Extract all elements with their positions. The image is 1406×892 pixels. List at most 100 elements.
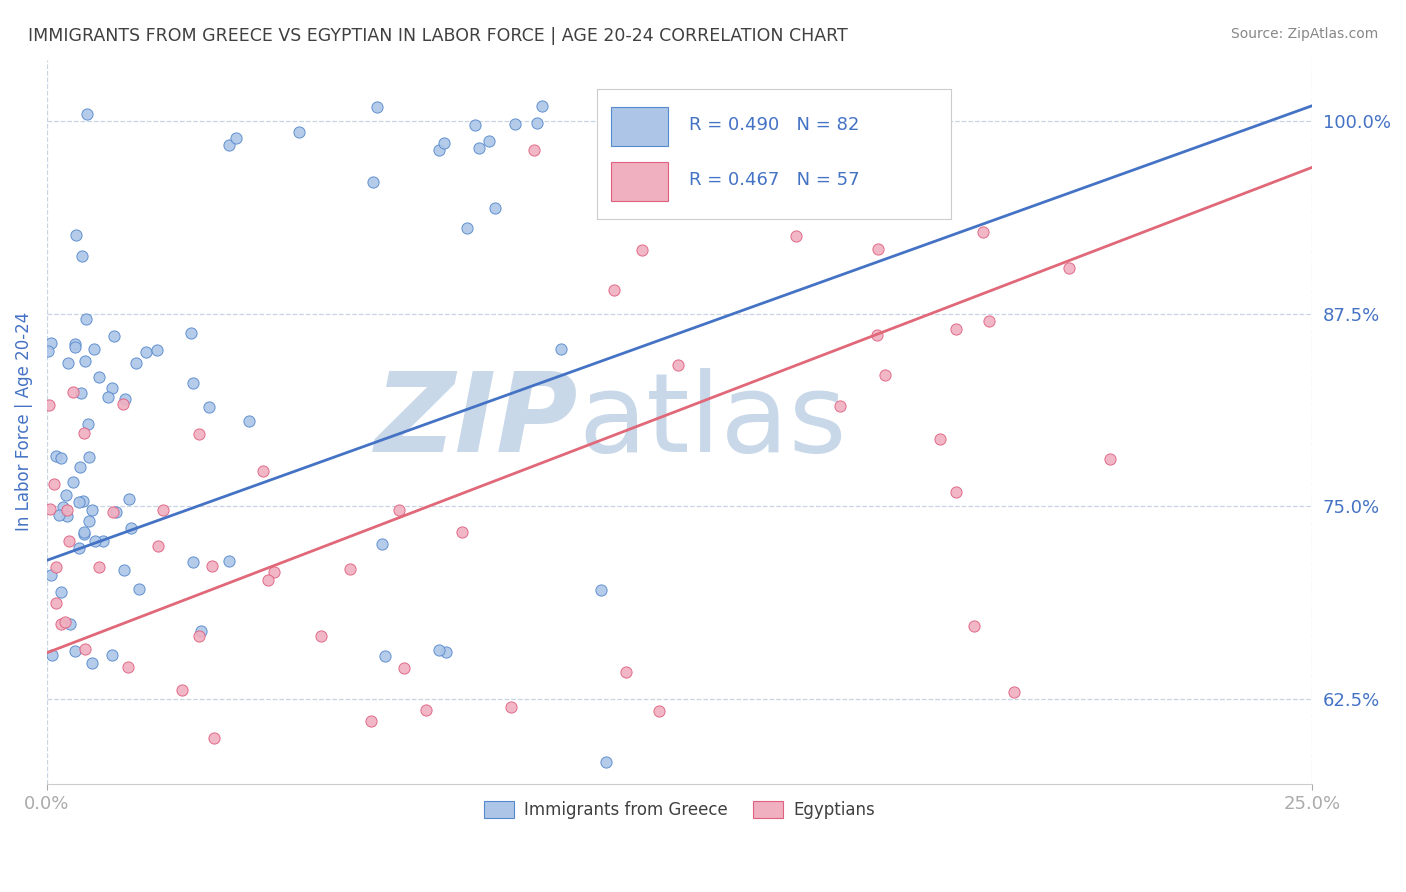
- Point: [613, 148, 636, 162]
- Point: [80, 656, 103, 670]
- Point: [868, 242, 890, 256]
- Point: [238, 414, 260, 428]
- Point: [187, 426, 209, 441]
- Point: [945, 484, 967, 499]
- Point: [526, 115, 548, 129]
- Point: [84, 533, 107, 548]
- Point: [80, 503, 103, 517]
- Point: [117, 659, 139, 673]
- Point: [311, 629, 333, 643]
- Point: [111, 397, 134, 411]
- Point: [114, 392, 136, 406]
- Point: [218, 138, 240, 153]
- Point: [55, 488, 77, 502]
- Point: [830, 399, 852, 413]
- Point: [76, 417, 98, 432]
- Point: [69, 459, 91, 474]
- Point: [45, 596, 67, 610]
- Point: [49, 450, 72, 465]
- Point: [44, 477, 66, 491]
- Point: [873, 99, 896, 113]
- Point: [75, 311, 97, 326]
- Point: [648, 704, 671, 718]
- Point: [366, 100, 388, 114]
- Point: [65, 228, 87, 243]
- Y-axis label: In Labor Force | Age 20-24: In Labor Force | Age 20-24: [15, 312, 32, 532]
- Point: [120, 521, 142, 535]
- Point: [118, 491, 141, 506]
- Point: [603, 283, 626, 297]
- Point: [72, 493, 94, 508]
- Point: [530, 99, 553, 113]
- Point: [76, 107, 98, 121]
- Point: [456, 221, 478, 235]
- Text: atlas: atlas: [578, 368, 846, 475]
- Point: [70, 249, 93, 263]
- Point: [427, 643, 450, 657]
- Point: [103, 329, 125, 343]
- Point: [101, 648, 124, 662]
- Point: [866, 327, 889, 342]
- Point: [434, 645, 457, 659]
- Point: [59, 617, 82, 632]
- Point: [77, 514, 100, 528]
- Text: Source: ZipAtlas.com: Source: ZipAtlas.com: [1230, 27, 1378, 41]
- Point: [45, 449, 67, 463]
- Point: [91, 533, 114, 548]
- Point: [263, 565, 285, 579]
- Point: [146, 539, 169, 553]
- Point: [591, 583, 613, 598]
- Point: [62, 475, 84, 489]
- Point: [53, 615, 76, 629]
- Point: [388, 503, 411, 517]
- Point: [55, 509, 77, 524]
- Point: [371, 537, 394, 551]
- Point: [666, 358, 689, 372]
- Point: [187, 630, 209, 644]
- Point: [37, 343, 59, 358]
- Point: [190, 624, 212, 638]
- Point: [785, 229, 807, 244]
- Point: [69, 386, 91, 401]
- Point: [67, 541, 90, 555]
- Point: [58, 533, 80, 548]
- Point: [873, 368, 896, 382]
- Point: [39, 336, 62, 351]
- Text: ZIP: ZIP: [374, 368, 578, 475]
- Point: [638, 130, 661, 145]
- Legend: Immigrants from Greece, Egyptians: Immigrants from Greece, Egyptians: [478, 795, 882, 826]
- Point: [427, 143, 450, 157]
- Point: [503, 118, 526, 132]
- Point: [450, 525, 472, 540]
- Point: [550, 342, 572, 356]
- Point: [75, 642, 97, 657]
- Point: [198, 400, 221, 414]
- Point: [63, 340, 86, 354]
- Point: [73, 426, 96, 441]
- Point: [104, 505, 127, 519]
- Point: [77, 450, 100, 464]
- Point: [595, 756, 617, 770]
- Point: [499, 699, 522, 714]
- Point: [103, 505, 125, 519]
- Point: [464, 118, 486, 132]
- Point: [172, 683, 194, 698]
- Point: [929, 432, 952, 446]
- Point: [52, 500, 75, 514]
- Point: [433, 136, 456, 151]
- Point: [41, 567, 63, 582]
- Point: [963, 619, 986, 633]
- Point: [392, 661, 415, 675]
- Point: [83, 342, 105, 356]
- Point: [287, 125, 309, 139]
- Point: [63, 644, 86, 658]
- Point: [72, 527, 94, 541]
- Point: [128, 582, 150, 597]
- Point: [101, 381, 124, 395]
- Point: [202, 731, 225, 745]
- Point: [1002, 684, 1025, 698]
- Point: [41, 648, 63, 663]
- Point: [63, 337, 86, 351]
- Point: [181, 376, 204, 391]
- Point: [945, 322, 967, 336]
